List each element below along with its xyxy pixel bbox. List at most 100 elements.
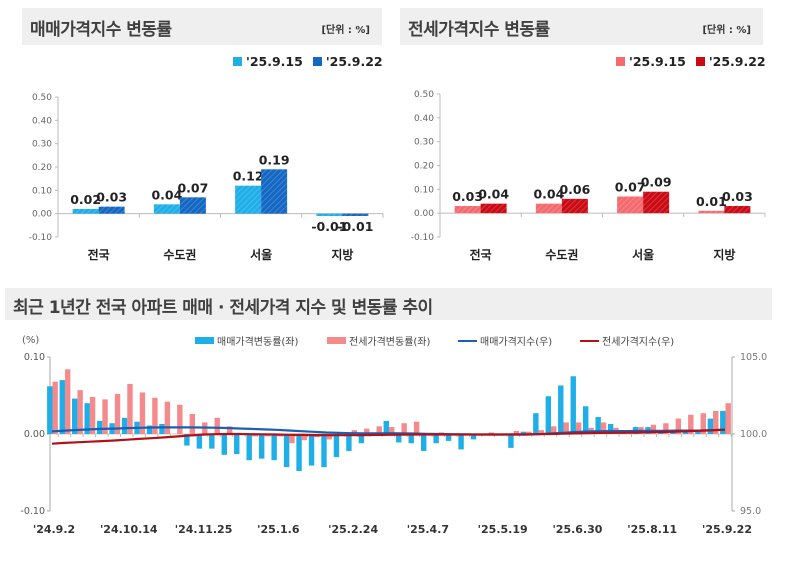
jeonse-rate-bar xyxy=(64,369,71,434)
bar-hatch xyxy=(480,203,507,214)
legend-swatch-jeonse-0922 xyxy=(695,57,705,66)
jeonse-rate-bar xyxy=(675,418,682,434)
left-tick-label: -0.10 xyxy=(20,506,45,517)
sale-rate-bar xyxy=(695,431,701,434)
jeonse-rate-bar xyxy=(725,403,731,434)
y-tick-label: 0.20 xyxy=(414,162,434,172)
sale-chart-legend: '25.9.15 '25.9.22 xyxy=(233,54,383,69)
sale-rate-bar xyxy=(72,398,78,434)
bar-hatch xyxy=(454,206,481,214)
jeonse-rate-bar xyxy=(189,413,195,434)
sale-rate-bar xyxy=(533,413,539,434)
sale-rate-bar xyxy=(720,410,726,434)
sale-rate-bar xyxy=(520,431,527,434)
trend-chart-title: 최근 1년간 전국 아파트 매매 · 전세가격 지수 및 변동률 추이 xyxy=(13,298,433,318)
y-tick-label: 0.50 xyxy=(414,90,434,100)
bar-hatch xyxy=(535,203,562,214)
jeonse-rate-bar xyxy=(663,423,669,434)
jeonse-rate-bar xyxy=(526,431,532,434)
legend-swatch xyxy=(195,337,214,344)
data-label: 0.07 xyxy=(177,180,208,195)
sale-rate-bar-chart: 0.50 0.40 0.30 0.20 0.10 0.00 -0.10 전국 0.020.03 수… xyxy=(29,93,384,262)
sale-rate-bar xyxy=(47,386,53,434)
sale-rate-bar xyxy=(383,420,389,434)
trend-legend-jeonse-rate: 전세가격변동률(좌) xyxy=(327,333,430,348)
data-label: 0.12 xyxy=(233,169,264,184)
sale-rate-bar xyxy=(196,434,203,449)
legend-swatch xyxy=(327,337,346,344)
bar-hatch xyxy=(261,169,288,214)
data-label: -0.01 xyxy=(311,219,347,234)
sale-rate-bar xyxy=(358,434,365,444)
bar-hatch xyxy=(643,191,670,214)
legend-swatch-sale-0915 xyxy=(233,57,242,66)
jeonse-rate-bar xyxy=(301,434,308,441)
legend-label: 전세가격변동률(좌) xyxy=(349,337,431,348)
sale-rate-bar xyxy=(271,434,277,461)
data-label: 0.01 xyxy=(696,194,727,209)
legend-label: '25.9.15 xyxy=(246,54,303,69)
trend-legend-sale-index: 매매가격지수(우) xyxy=(458,333,552,348)
bar-hatch xyxy=(617,196,644,214)
jeonse-rate-bar-chart: 0.500.400.300.200.100.00-0.10전국0.030.04수… xyxy=(411,90,766,262)
sale-rate-bar xyxy=(59,380,65,434)
category-label: 서울 xyxy=(250,247,272,262)
category-label: 수도권 xyxy=(163,248,196,262)
sale-rate-bar xyxy=(296,434,302,471)
sale-rate-bar xyxy=(333,434,340,458)
sale-chart-title: 매매가격지수 변동률 xyxy=(30,20,172,40)
sale-rate-bar xyxy=(558,385,564,434)
jeonse-rate-bar xyxy=(488,432,495,434)
category-label: 지방 xyxy=(331,247,353,262)
sale-rate-bar xyxy=(96,420,103,434)
sale-rate-bar xyxy=(221,434,227,455)
sale-index-line xyxy=(51,426,726,436)
x-tick-label: '25.9.22 xyxy=(702,523,752,536)
sale-rate-bar xyxy=(595,417,601,434)
jeonse-rate-bar xyxy=(127,383,133,434)
data-label: 0.03 xyxy=(722,189,753,204)
jeonse-rate-bar xyxy=(713,410,719,434)
legend-label: 매매가격변동률(좌) xyxy=(217,337,299,348)
data-label: 0.04 xyxy=(151,187,182,202)
category-label: 서울 xyxy=(632,247,654,262)
left-axis-unit: (%) xyxy=(22,335,39,346)
jeonse-rate-bar xyxy=(688,414,694,434)
x-tick-label: '25.5.19 xyxy=(478,523,528,536)
data-label: 0.04 xyxy=(478,187,509,202)
sale-rate-bar xyxy=(234,434,240,455)
y-tick-label: -0.10 xyxy=(29,233,53,243)
trend-combo-chart: (%) 0.10 0.00 -0.10 105.0 100.0 95.0 '24.9.2 '24… xyxy=(20,335,767,536)
sale-chart-unit: [단위 : %] xyxy=(321,25,370,36)
jeonse-rate-bar xyxy=(401,423,407,434)
jeonse-chart-unit: [단위 : %] xyxy=(702,25,751,36)
jeonse-rate-bar xyxy=(413,421,420,434)
jeonse-rate-bar xyxy=(52,381,58,434)
jeonse-chart-title: 전세가격지수 변동률 xyxy=(408,20,550,40)
jeonse-rate-bar xyxy=(376,426,382,434)
sale-rate-bar xyxy=(184,434,190,446)
data-label: 0.02 xyxy=(70,192,101,207)
jeonse-rate-bar xyxy=(164,401,171,434)
x-tick-label: '25.4.7 xyxy=(407,523,449,536)
y-tick-label: 0.00 xyxy=(32,210,52,220)
y-tick-label: 0.10 xyxy=(32,186,52,196)
legend-label: 전세가격지수(우) xyxy=(602,337,675,348)
jeonse-rate-bar xyxy=(538,430,544,434)
y-tick-label: 0.00 xyxy=(414,209,434,219)
sale-rate-bar xyxy=(408,434,414,444)
legend-label: '25.9.15 xyxy=(629,54,686,69)
jeonse-rate-bar xyxy=(77,390,83,434)
data-label: 0.03 xyxy=(452,189,483,204)
sale-rate-bar xyxy=(159,423,165,434)
sale-rate-bar xyxy=(121,417,128,434)
jeonse-rate-bar xyxy=(700,413,706,434)
legend-swatch-sale-0922 xyxy=(312,57,322,66)
right-tick-label: 105.0 xyxy=(740,352,767,363)
jeonse-rate-bar xyxy=(139,392,146,434)
sale-rate-bar xyxy=(246,434,252,461)
sale-rate-bar xyxy=(209,434,215,449)
y-tick-label: 0.30 xyxy=(414,138,434,148)
y-tick-label: 0.40 xyxy=(414,114,434,124)
bar-hatch xyxy=(698,210,725,214)
